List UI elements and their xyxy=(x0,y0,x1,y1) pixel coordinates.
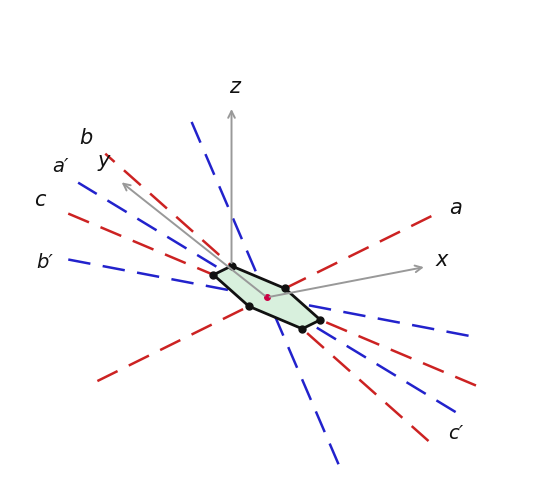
Text: a′: a′ xyxy=(53,157,69,176)
Text: b′: b′ xyxy=(36,252,53,272)
Text: c: c xyxy=(34,190,46,210)
Text: a: a xyxy=(449,197,462,217)
Text: c′: c′ xyxy=(448,424,463,444)
Text: b: b xyxy=(80,128,93,148)
Text: z: z xyxy=(229,77,240,97)
Text: x: x xyxy=(436,250,448,271)
Polygon shape xyxy=(213,266,320,329)
Text: y: y xyxy=(98,152,110,172)
